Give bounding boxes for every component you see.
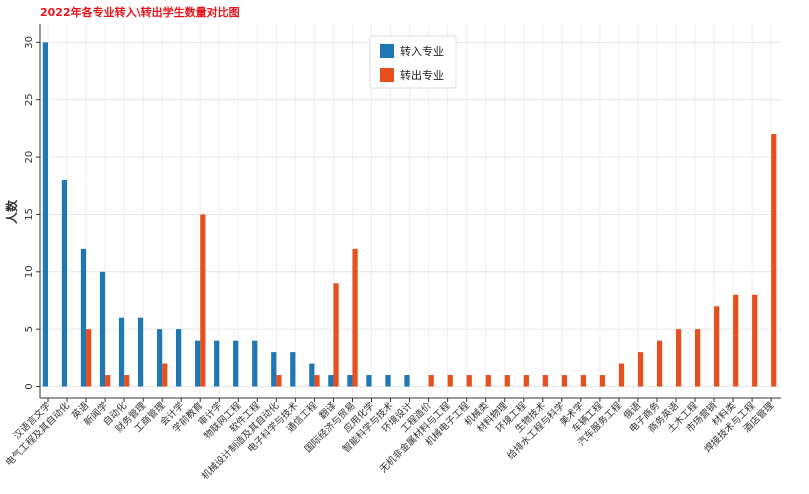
bar-in <box>309 363 315 387</box>
bar-in <box>118 317 125 387</box>
bar-in <box>233 340 239 387</box>
bar-out <box>714 306 720 387</box>
bar-in <box>61 180 68 387</box>
axes <box>36 24 781 402</box>
bar-out <box>561 375 568 387</box>
bar-out <box>428 375 434 387</box>
legend-label-out: 转出专业 <box>400 68 444 82</box>
bar-out <box>314 375 320 387</box>
y-tick-label: 25 <box>24 93 35 106</box>
bar-out <box>466 375 472 387</box>
bar-out <box>695 329 701 387</box>
bar-out <box>733 294 739 387</box>
y-tick-label: 15 <box>24 208 35 221</box>
bar-out <box>86 329 92 387</box>
bars <box>42 42 777 387</box>
bar-in <box>195 340 201 387</box>
bar-in <box>366 375 372 387</box>
bar-out <box>105 375 111 387</box>
bar-out <box>523 375 529 387</box>
bar-out <box>599 375 606 387</box>
bar-out <box>771 134 777 387</box>
legend-swatch-out <box>380 68 394 82</box>
y-tick-label: 0 <box>24 383 35 389</box>
bar-in <box>252 340 258 387</box>
bar-in <box>156 329 163 387</box>
bar-out <box>504 375 510 387</box>
chart-title: 2022年各专业转入\转出学生数量对比图 <box>40 6 240 19</box>
bar-out <box>200 214 206 387</box>
tick-labels: 051015202530汉语言文学电气工程及其自动化英语新闻学自动化财务管理工商… <box>3 36 776 482</box>
y-tick-label: 5 <box>24 326 35 332</box>
bar-in <box>271 352 277 387</box>
bar-in <box>176 329 182 387</box>
y-axis-label: 人数 <box>4 199 19 224</box>
bar-out <box>124 375 130 387</box>
bar-in <box>347 375 353 387</box>
y-tick-label: 10 <box>24 265 35 278</box>
bar-out <box>162 363 168 387</box>
y-tick-label: 20 <box>24 151 35 164</box>
bar-in <box>99 271 106 387</box>
bar-out <box>752 294 758 387</box>
bar-in <box>80 248 87 387</box>
bar-out <box>618 363 625 387</box>
bar-out <box>656 340 663 387</box>
bar-in <box>328 375 334 387</box>
bar-in <box>214 340 220 387</box>
bar-in <box>42 42 48 387</box>
bar-out <box>580 375 587 387</box>
bar-out <box>276 375 282 387</box>
bar-out <box>447 375 453 387</box>
bar-in <box>404 375 410 387</box>
bar-out <box>637 352 644 387</box>
bar-out <box>542 375 548 387</box>
bar-out <box>352 248 358 387</box>
legend-swatch-in <box>380 44 394 58</box>
bar-in <box>290 352 296 387</box>
legend-label-in: 转入专业 <box>400 44 444 58</box>
y-tick-label: 30 <box>24 36 35 49</box>
bar-in <box>137 317 144 387</box>
bar-out <box>485 375 491 387</box>
bar-out <box>675 329 682 387</box>
bar-out <box>333 283 339 387</box>
bar-in <box>385 375 391 387</box>
